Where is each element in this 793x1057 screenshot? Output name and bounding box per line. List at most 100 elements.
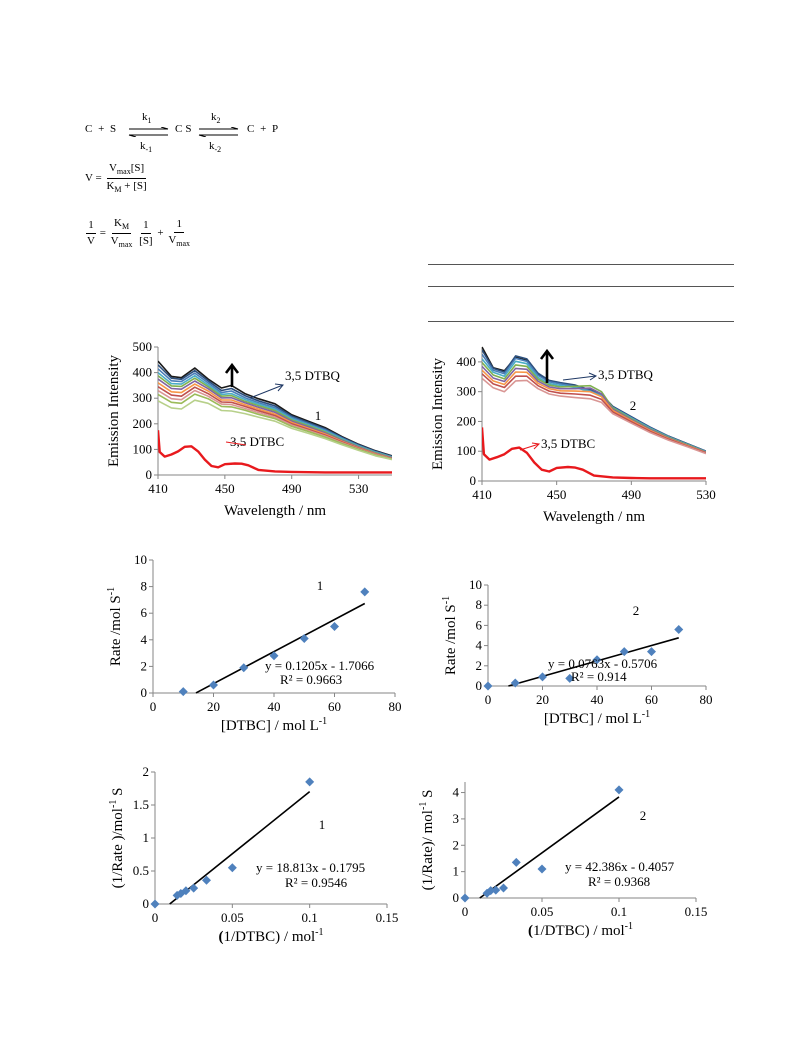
lb-chart-2: 0 0.05 0.1 0.15 0 1 2 3 4 (1/DTBC) / mol-1 (1/Rate… — [418, 782, 707, 939]
dtbc-pointer — [225, 441, 247, 446]
lb-plus: + — [157, 227, 164, 240]
y-axis-label: (1/Rate )/mol-1 S — [108, 788, 126, 889]
y-axis-label: Rate /mol S-1 — [441, 596, 459, 675]
y-tick-label: 0 — [476, 678, 483, 693]
data-point — [538, 672, 547, 682]
fit-line — [508, 637, 679, 687]
dtbc-pointer-head — [531, 442, 541, 450]
y-tick-label: 8 — [476, 597, 483, 612]
data-point — [674, 624, 684, 634]
mech-left: C + S — [85, 123, 117, 135]
x-tick-label: 0.05 — [221, 910, 244, 925]
data-point — [150, 899, 160, 909]
y-tick-label: 200 — [133, 416, 153, 431]
lb-km-fraction: KM Vmax — [110, 217, 133, 250]
annotation-dtbc: 3,5 DTBC — [230, 434, 284, 449]
data-point — [189, 883, 199, 893]
x-tick-label: 490 — [282, 481, 302, 496]
y-tick-label: 400 — [133, 365, 153, 380]
dtbq-pointer — [249, 384, 284, 399]
data-point — [486, 886, 496, 896]
spectrum-series — [482, 427, 706, 480]
x-tick-label: 0 — [152, 910, 159, 925]
spectrum-series — [482, 373, 706, 454]
y-tick-label: 400 — [457, 354, 477, 369]
data-point — [482, 888, 492, 898]
data-point — [181, 886, 191, 896]
lb-lhs-fraction: 1 V — [86, 219, 96, 248]
y-tick-label: 4 — [141, 632, 148, 647]
y-tick-label: 1 — [453, 864, 460, 879]
x-tick-label: 20 — [536, 692, 549, 707]
data-point — [537, 864, 547, 874]
spectrum-series — [158, 393, 392, 460]
x-tick-label: 490 — [622, 487, 642, 502]
y-tick-label: 8 — [141, 579, 148, 594]
x-tick-label: 0 — [485, 692, 492, 707]
fit-equation: y = 0.0763x - 0.5706 — [548, 656, 658, 671]
data-point — [178, 687, 188, 697]
lb-vmax-fraction: 1 Vmax — [168, 218, 191, 249]
fit-r-squared: R² = 0.9663 — [280, 672, 342, 687]
y-tick-label: 4 — [453, 785, 460, 800]
x-tick-label: 60 — [645, 692, 658, 707]
fit-equation: y = 18.813x - 0.1795 — [256, 860, 365, 875]
data-point — [614, 785, 624, 795]
fit-equation: y = 0.1205x - 1.7066 — [265, 658, 375, 673]
data-point — [499, 883, 508, 893]
spectrum-series — [158, 430, 392, 474]
y-tick-label: 3 — [453, 811, 460, 826]
data-point — [239, 663, 249, 673]
table-rule-2 — [428, 286, 734, 287]
rate-chart-1: 0 20 40 60 80 0 2 4 6 8 10 [DTBC] / mol L-1 Rate /mo… — [106, 552, 402, 734]
spectrum-series — [158, 399, 392, 461]
y-tick-label: 1 — [143, 830, 150, 845]
y-tick-label: 2 — [476, 658, 483, 673]
dtbc-pointer — [519, 443, 540, 451]
lineweaver-burk-equation: 1 V = KM Vmax 1 [S] + 1 Vmax — [85, 218, 192, 249]
x-tick-label: 0.15 — [376, 910, 399, 925]
annotation-dtbc: 3,5 DTBC — [541, 436, 595, 451]
mech-middle: CS — [175, 123, 195, 135]
y-tick-label: 0 — [470, 473, 477, 488]
equilibrium-arrow-1 — [128, 127, 169, 137]
table-rule-3 — [428, 321, 734, 322]
x-axis-label: (1/DTBC) / mol-1 — [218, 927, 323, 945]
data-point — [619, 647, 629, 657]
fit-r-squared: R² = 0.914 — [571, 669, 627, 684]
y-tick-label: 4 — [476, 638, 483, 653]
x-tick-label: 530 — [696, 487, 716, 502]
data-point — [172, 890, 182, 900]
x-tick-label: 0 — [462, 904, 469, 919]
dtbq-pointer-head — [588, 372, 598, 381]
mech-km2: k-2 — [209, 140, 222, 155]
data-point — [227, 863, 237, 873]
y-axis-label: (1/Rate)/ mol-1 S — [418, 790, 436, 891]
mm-lhs: V = — [85, 172, 102, 185]
y-tick-label: 10 — [134, 552, 147, 567]
panel-label: 1 — [317, 578, 324, 593]
y-axis-label: Emission Intensity — [106, 354, 122, 467]
dtbq-pointer — [562, 375, 597, 381]
x-tick-label: 410 — [472, 487, 492, 502]
data-point — [305, 777, 315, 787]
spectrum-series — [482, 377, 706, 455]
x-tick-label: 0.05 — [531, 904, 554, 919]
annotation-dtbq: 3,5 DTBQ — [598, 367, 654, 382]
data-point — [483, 681, 493, 691]
x-axis-label: Wavelength / nm — [543, 509, 645, 525]
fit-r-squared: R² = 0.9368 — [588, 874, 650, 889]
y-tick-label: 100 — [133, 441, 153, 456]
y-tick-label: 200 — [457, 413, 477, 428]
increase-arrowhead — [224, 362, 240, 374]
x-tick-label: 80 — [700, 692, 713, 707]
x-tick-label: 530 — [349, 481, 369, 496]
spectra-chart-1: 410 450 490 530 0 100 200 300 400 500 Wavelength /… — [106, 339, 392, 519]
mech-k1: k1 — [142, 111, 152, 126]
mm-fraction: Vmax[S] KM + [S] — [106, 162, 147, 195]
y-tick-label: 0.5 — [133, 863, 149, 878]
y-tick-label: 0 — [143, 896, 150, 911]
y-tick-label: 6 — [476, 617, 483, 632]
data-point — [511, 857, 521, 867]
fit-line — [195, 602, 366, 694]
